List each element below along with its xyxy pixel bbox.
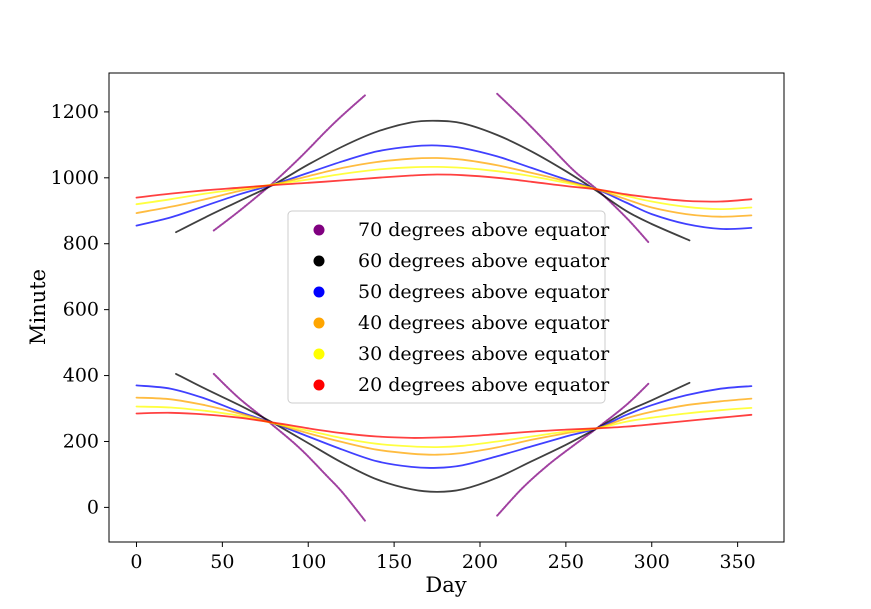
- y-tick-label: 0: [87, 496, 99, 518]
- y-axis: 0 200 400 600 800 1000 1200: [51, 101, 109, 518]
- legend-label: 20 degrees above equator: [358, 374, 610, 396]
- legend-marker: [313, 379, 325, 391]
- series-curve: [135, 165, 753, 211]
- x-tick-label: 0: [130, 551, 142, 573]
- legend-marker: [313, 286, 325, 298]
- x-axis-label: Day: [425, 573, 466, 597]
- x-axis: 0 50 100 150 200 250 300 350: [130, 542, 756, 573]
- series-50-degrees: [135, 144, 753, 469]
- legend-marker: [313, 348, 325, 360]
- legend-label: 70 degrees above equator: [358, 219, 610, 241]
- series-70-degrees: [212, 92, 650, 522]
- legend-label: 40 degrees above equator: [358, 312, 610, 334]
- plot-area: [135, 92, 753, 522]
- legend-marker: [313, 224, 325, 236]
- series-curve: [135, 411, 753, 439]
- legend-label: 50 degrees above equator: [358, 281, 610, 303]
- x-tick-label: 150: [376, 551, 412, 573]
- series-curve: [496, 92, 650, 244]
- y-tick-label: 200: [63, 430, 99, 452]
- x-tick-label: 350: [719, 551, 755, 573]
- series-curve: [175, 373, 691, 493]
- x-tick-label: 100: [290, 551, 326, 573]
- series-curve: [135, 384, 753, 469]
- legend-frame: [287, 210, 606, 404]
- series-curve: [212, 94, 366, 232]
- series-curve: [212, 372, 366, 522]
- series-60-degrees: [175, 119, 691, 493]
- y-axis-label: Minute: [26, 269, 50, 345]
- legend-marker: [313, 317, 325, 329]
- x-tick-label: 300: [634, 551, 670, 573]
- series-curve: [135, 157, 753, 218]
- legend-label: 30 degrees above equator: [358, 343, 610, 365]
- legend-marker: [313, 255, 325, 267]
- y-tick-label: 800: [63, 233, 99, 255]
- legend-label: 60 degrees above equator: [358, 250, 610, 272]
- legend: 70 degrees above equator 60 degrees above…: [287, 210, 610, 404]
- series-curve: [135, 144, 753, 230]
- series-curve: [135, 396, 753, 456]
- y-tick-label: 400: [63, 365, 99, 387]
- x-tick-label: 200: [462, 551, 498, 573]
- x-tick-label: 50: [210, 551, 234, 573]
- legend-items: 70 degrees above equator 60 degrees above…: [313, 219, 610, 396]
- series-curve: [135, 173, 753, 203]
- series-curve: [496, 382, 650, 517]
- axes-frame: [108, 72, 785, 543]
- series-40-degrees: [135, 157, 753, 456]
- series-curve: [135, 405, 753, 449]
- series-20-degrees: [135, 173, 753, 439]
- y-tick-label: 1000: [51, 167, 99, 189]
- series-30-degrees: [135, 165, 753, 449]
- y-tick-label: 1200: [51, 101, 99, 123]
- series-curve: [175, 119, 691, 242]
- y-tick-label: 600: [63, 299, 99, 321]
- x-tick-label: 250: [548, 551, 584, 573]
